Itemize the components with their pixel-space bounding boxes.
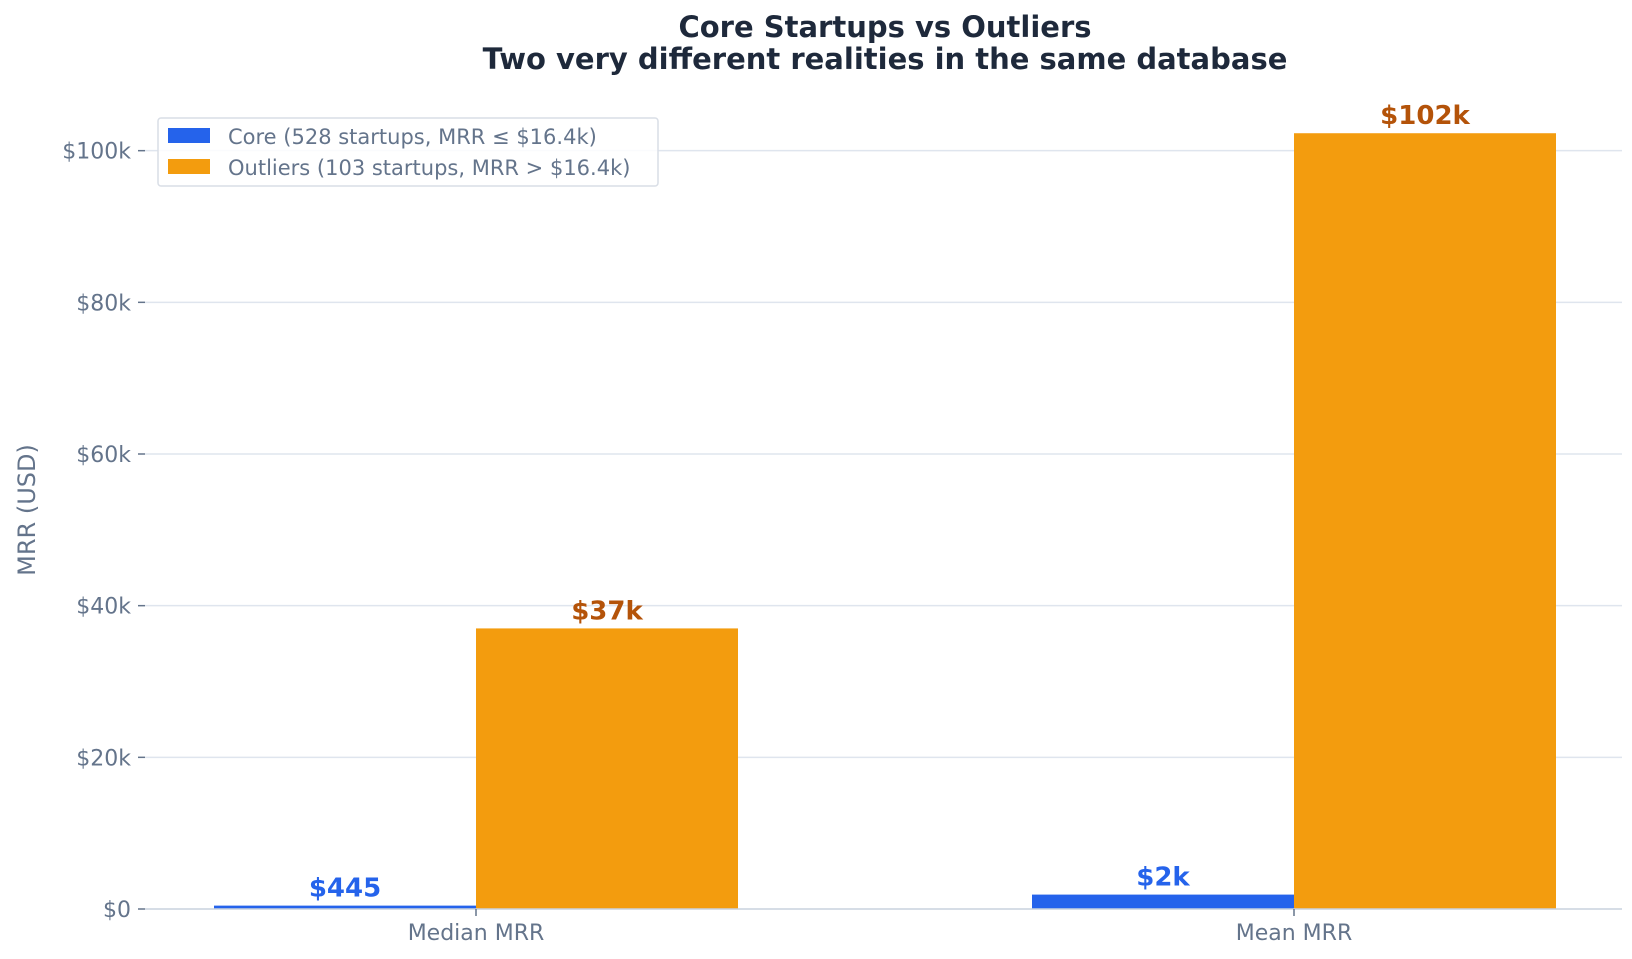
y-tick-label: $0 [103,898,131,923]
y-tick-label: $20k [76,746,131,771]
y-tick-label: $100k [62,140,131,165]
y-tick-label: $60k [76,443,131,468]
chart-title: Core Startups vs Outliers [678,10,1091,44]
y-tick-label: $80k [76,291,131,316]
legend-swatch-core [168,128,210,143]
legend: Core (528 startups, MRR ≤ $16.4k) Outlie… [157,117,659,187]
data-labels: $445 $2k $37k $102k [309,101,1471,903]
legend-swatch-outliers [168,159,210,174]
x-tick-label: Median MRR [408,921,545,946]
data-label-core-median: $445 [309,874,381,904]
legend-label-core: Core (528 startups, MRR ≤ $16.4k) [228,125,597,149]
bars [214,133,1556,910]
data-label-outliers-mean: $102k [1380,101,1470,131]
axes: $0 $20k $40k $60k $80k $100k Median MRR Mean MR… [62,140,1622,946]
bar-core-median [214,905,476,909]
data-label-outliers-median: $37k [571,596,643,626]
legend-frame [157,117,659,187]
legend-label-outliers: Outliers (103 startups, MRR > $16.4k) [228,156,630,180]
y-axis-label: MRR (USD) [13,444,41,576]
chart-subtitle: Two very different realities in the same… [483,42,1288,76]
bar-outliers-median [476,628,738,909]
y-tick-label: $40k [76,595,131,620]
x-tick-label: Mean MRR [1236,921,1353,946]
bar-core-mean [1032,894,1294,909]
bar-outliers-mean [1294,133,1556,910]
data-label-core-mean: $2k [1136,863,1190,893]
